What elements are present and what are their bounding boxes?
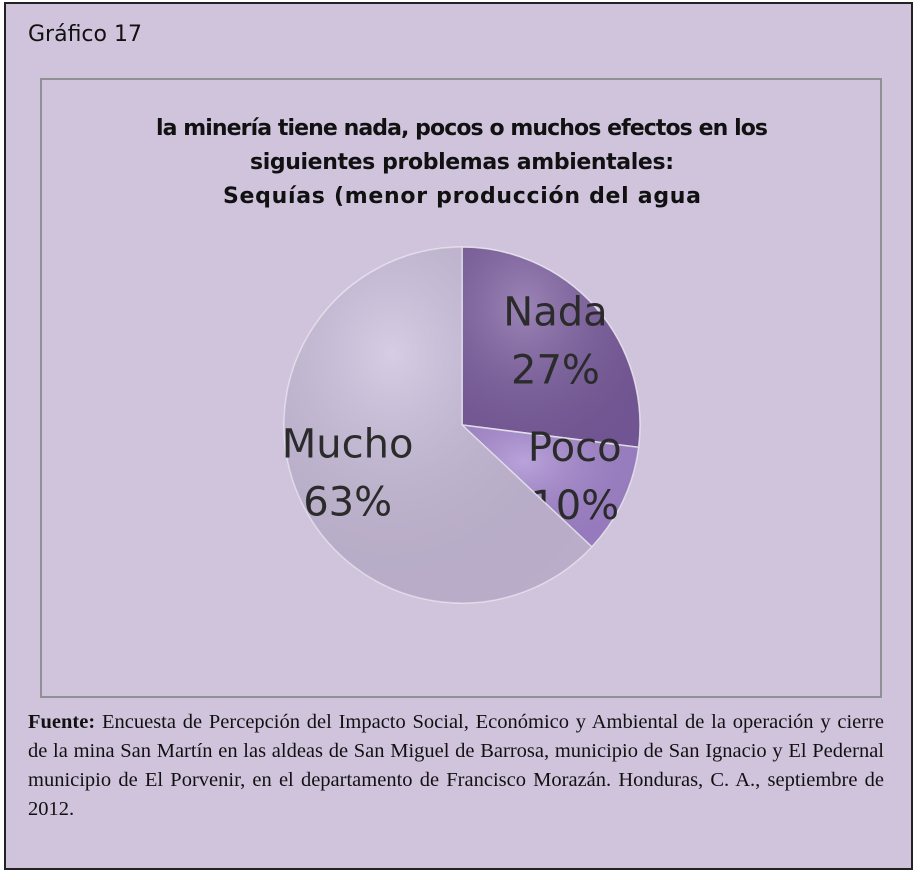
caption: Gráfico 17 [28, 22, 142, 47]
source-label: Fuente: [28, 711, 96, 733]
chart-area [40, 78, 882, 698]
figure-frame: Gráfico 17 Fuente: Encuesta de Percepció… [4, 2, 913, 870]
source-note: Fuente: Encuesta de Percepción del Impac… [28, 708, 884, 824]
source-text: Encuesta de Percepción del Impacto Socia… [28, 711, 885, 820]
